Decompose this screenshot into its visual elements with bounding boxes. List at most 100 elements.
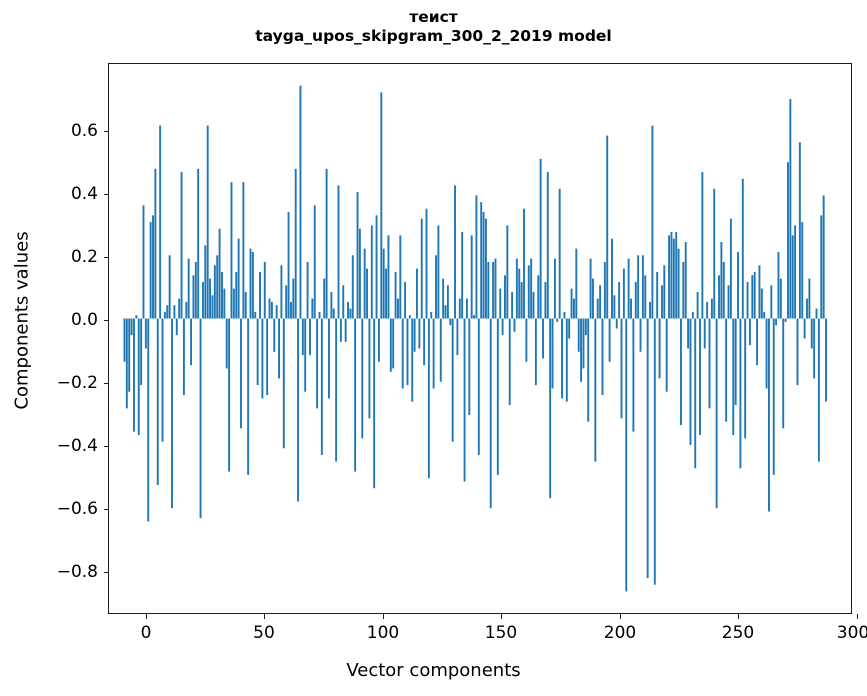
y-tick-mark [104,572,109,573]
bar [687,318,690,349]
chart-title-line-2: tayga_upos_skipgram_300_2_2019 model [255,27,612,46]
bar [204,245,207,319]
bar [351,255,354,319]
y-tick-label: −0.8 [56,562,98,582]
bar [375,215,378,319]
bar [309,318,311,356]
bar [710,298,713,319]
bar [518,268,521,319]
x-tick-mark [738,614,739,619]
y-tick-mark [104,383,109,384]
bar [194,261,197,319]
bar [173,305,176,319]
bar [442,278,445,319]
bar [779,278,782,319]
bar [230,182,233,319]
bar [582,318,585,369]
bar [682,261,685,319]
bar [240,318,242,429]
bar [506,225,509,319]
bar [275,305,278,319]
bar [494,258,497,319]
chart-title: теист tayga_upos_skipgram_300_2_2019 mod… [0,8,867,47]
bar [658,318,661,379]
bar [649,301,651,319]
bar [420,218,423,319]
bar [653,318,656,585]
bar [320,318,323,455]
bar [480,202,483,319]
bar [249,248,252,319]
bar [499,288,502,319]
bar [356,192,359,319]
bar [261,318,264,399]
bar [187,258,190,319]
bar [803,318,806,339]
y-axis-label: Components values [11,231,33,410]
bar [366,268,368,319]
bar [801,222,804,319]
bar [468,318,471,416]
bar [439,318,442,382]
bar [411,318,414,402]
bar [206,125,209,319]
bar [570,288,573,319]
bar [449,318,452,326]
bar [316,318,319,409]
bar [235,271,238,319]
bar [813,318,816,379]
bar [615,318,618,329]
bar [142,205,145,319]
bar [318,311,321,319]
bar [380,92,383,319]
bar [337,185,340,319]
bar [223,288,226,319]
bar [777,251,780,319]
bar [746,281,749,319]
bar [423,318,426,366]
bar [527,265,530,319]
bar [323,278,326,319]
bar [311,298,314,319]
bar [456,318,459,356]
bar [825,318,827,402]
bar [611,238,613,319]
bar [660,285,663,319]
bar [656,271,659,319]
bar [473,315,476,319]
bar [758,265,761,319]
bar [791,235,794,319]
bar [149,222,152,319]
bar [737,251,739,319]
x-tick-mark [383,614,384,619]
bar [192,275,195,319]
bar [228,318,231,472]
y-tick-mark [104,320,109,321]
bar [171,318,173,509]
bar [622,268,625,319]
y-tick-mark [104,194,109,195]
bar [551,318,554,389]
x-tick-mark [264,614,265,619]
bar [587,318,590,422]
bar [254,311,257,319]
bar [389,318,392,372]
bar [508,318,511,406]
bar [561,318,564,399]
bar [358,228,361,319]
bar [689,318,692,445]
bar [568,318,571,339]
bar [523,208,525,319]
bar [765,318,768,389]
bar [675,232,678,319]
bar [335,318,338,462]
bar [720,242,723,319]
bar [644,275,647,319]
bar [753,271,756,319]
bar [404,281,407,319]
bar [484,218,487,319]
bar [542,318,544,359]
bar [368,318,371,419]
bar [775,318,778,326]
bar [211,295,214,319]
